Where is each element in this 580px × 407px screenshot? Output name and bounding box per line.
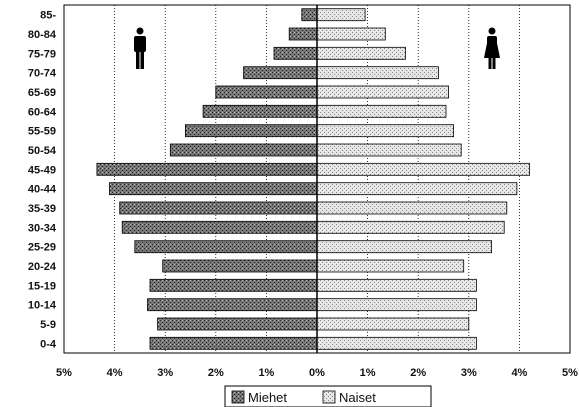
legend-swatch-men [231,390,245,404]
legend-label-men: Miehet [248,390,287,405]
bar-women-10-14 [316,298,477,312]
x-tick-label: 4% [107,367,123,379]
bar-women-55-59 [316,124,455,138]
bar-women-15-19 [316,278,477,292]
y-tick-label: 0-4 [40,338,57,350]
bar-men-15-19 [149,278,318,292]
bar-men-35-39 [119,201,318,215]
bar-men-10-14 [147,298,318,312]
bar-women-85- [316,8,366,22]
female-figure-icon [484,27,500,69]
legend: Miehet Naiset [224,385,432,407]
y-tick-label: 55-59 [28,126,56,138]
y-tick-label: 50-54 [28,145,57,157]
y-tick-label: 65-69 [28,87,56,99]
legend-swatch-women [322,390,336,404]
y-tick-label: 75-79 [28,48,56,60]
bar-men-70-74 [243,66,318,80]
grid-lines [114,5,520,353]
bars [96,8,530,350]
bar-women-45-49 [316,162,530,176]
bar-men-0-4 [149,336,318,350]
bar-men-40-44 [109,182,318,196]
legend-label-women: Naiset [339,390,376,405]
x-tick-label: 3% [157,367,173,379]
bar-women-20-24 [316,259,465,273]
y-tick-label: 10-14 [28,300,57,312]
bar-women-5-9 [316,317,470,331]
y-tick-label: 25-29 [28,242,56,254]
bar-women-50-54 [316,143,462,157]
x-tick-label: 2% [410,367,426,379]
bar-men-80-84 [288,27,318,41]
y-tick-label: 80-84 [28,29,57,41]
bar-men-20-24 [162,259,318,273]
bar-men-85- [301,8,318,22]
bar-women-60-64 [316,104,447,118]
y-tick-label: 35-39 [28,203,56,215]
bar-women-30-34 [316,220,505,234]
x-tick-label: 4% [511,367,527,379]
bar-men-45-49 [96,162,318,176]
bar-men-5-9 [157,317,318,331]
bar-men-30-34 [121,220,318,234]
y-tick-label: 15-19 [28,280,56,292]
y-tick-label: 70-74 [28,68,57,80]
x-tick-label: 2% [208,367,224,379]
x-tick-labels: 5% 4% 3% 2% 1% 0% 1% 2% 3% 4% 5% [56,367,578,379]
y-tick-label: 20-24 [28,261,57,273]
x-tick-label: 5% [562,367,578,379]
x-tick-label: 1% [360,367,376,379]
bar-men-65-69 [215,85,318,99]
bar-women-0-4 [316,336,477,350]
y-tick-label: 5-9 [40,319,56,331]
x-tick-label: 5% [56,367,72,379]
bar-women-40-44 [316,182,518,196]
bar-women-25-29 [316,240,493,254]
y-tick-label: 40-44 [28,184,57,196]
bar-women-80-84 [316,27,386,41]
bar-women-35-39 [316,201,508,215]
x-tick-label: 3% [461,367,477,379]
male-figure-icon [134,27,146,69]
y-tick-labels: 0-4 5-9 10-14 15-19 20-24 25-29 30-34 35-39 40-4… [28,10,57,351]
y-tick-label: 30-34 [28,222,57,234]
bar-women-70-74 [316,66,439,80]
y-tick-label: 45-49 [28,164,56,176]
bar-women-75-79 [316,46,406,60]
y-tick-label: 60-64 [28,106,57,118]
y-tick-label: 85- [40,10,56,22]
bar-men-60-64 [202,104,318,118]
bar-women-65-69 [316,85,450,99]
x-tick-label: 0% [309,367,325,379]
x-tick-label: 1% [258,367,274,379]
bar-men-75-79 [273,46,318,60]
bar-men-50-54 [169,143,318,157]
bar-men-55-59 [184,124,318,138]
bar-men-25-29 [134,240,318,254]
